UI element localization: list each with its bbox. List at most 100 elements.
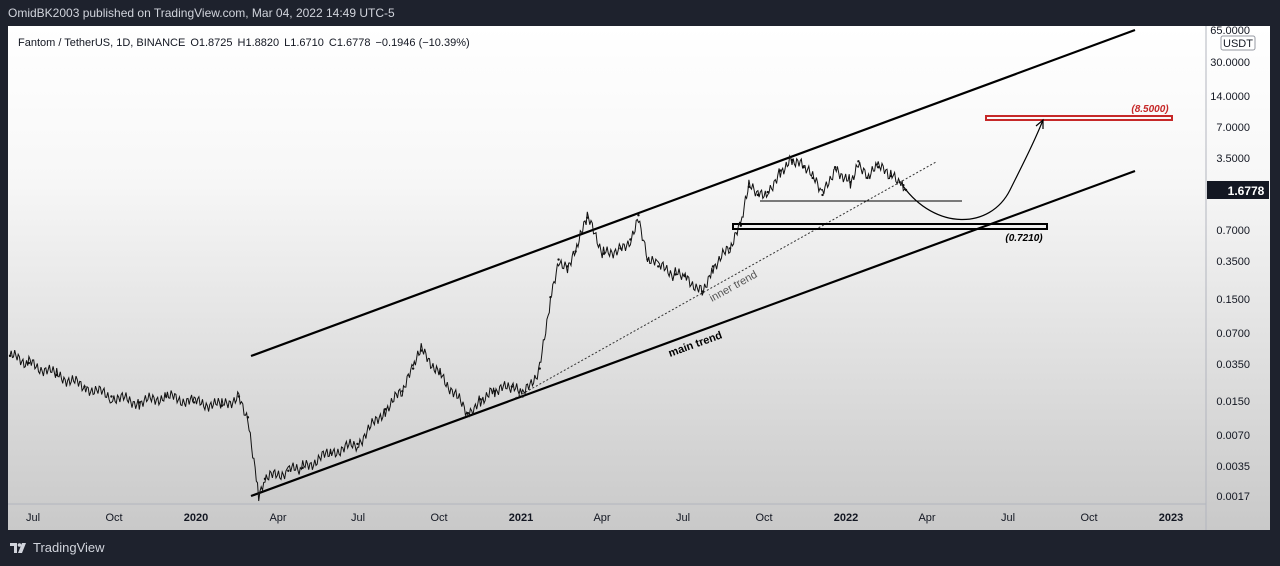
price-point [237, 395, 241, 398]
main-trend-label: main trend [667, 329, 724, 360]
price-point [802, 166, 805, 169]
price-point [898, 180, 901, 184]
y-tick-label: 65.0000 [1210, 25, 1250, 37]
price-point [521, 395, 524, 398]
price-point [766, 190, 769, 194]
price-point [619, 247, 622, 250]
price-point [549, 295, 552, 299]
price-point [557, 258, 560, 261]
price-point [657, 265, 660, 268]
x-tick-label: 2020 [184, 512, 208, 524]
price-point [27, 361, 31, 365]
y-tick-label: 0.0350 [1216, 359, 1250, 371]
price-point [857, 160, 860, 163]
legend-part: Fantom / TetherUS, 1D, BINANCE [18, 37, 185, 49]
publisher-bar: OmidBK2003 published on TradingView.com,… [0, 0, 1280, 26]
price-point [192, 401, 196, 404]
chart-frame[interactable] [8, 26, 1270, 530]
x-tick-label: Oct [755, 512, 772, 524]
price-point [902, 183, 905, 187]
x-tick-label: Oct [1080, 512, 1097, 524]
x-tick-label: Jul [26, 512, 40, 524]
price-point [401, 390, 404, 393]
price-series-line [9, 154, 907, 502]
currency-label: USDT [1223, 38, 1253, 50]
price-point [438, 372, 442, 375]
price-point [756, 193, 760, 197]
price-point [301, 466, 304, 470]
price-point [574, 250, 577, 253]
x-tick-label: Apr [593, 512, 610, 524]
target-zone [985, 115, 1173, 121]
y-tick-label: 0.0700 [1216, 328, 1250, 340]
upper-channel-line [250, 28, 1136, 358]
y-tick-label: 0.3500 [1216, 256, 1250, 268]
footer: TradingView [10, 536, 105, 560]
x-tick-label: Oct [105, 512, 122, 524]
price-point [849, 180, 852, 184]
x-tick-label: Apr [918, 512, 935, 524]
price-point [637, 214, 640, 217]
price-point [602, 252, 605, 255]
inner-trend-line [514, 161, 937, 399]
price-point [466, 411, 470, 415]
legend-part: −0.1946 (−10.39%) [375, 37, 469, 49]
y-tick-label: 7.0000 [1216, 122, 1250, 134]
price-point [479, 398, 482, 401]
price-point [586, 216, 589, 219]
y-tick-label: 3.5000 [1216, 153, 1250, 165]
x-tick-label: 2021 [509, 512, 533, 524]
y-tick-label: 0.0035 [1216, 461, 1250, 473]
x-tick-label: Jul [676, 512, 690, 524]
tradingview-logo-icon [10, 543, 26, 553]
main-trend-line [250, 169, 1136, 498]
price-point [138, 401, 141, 404]
price-point [790, 158, 794, 162]
price-point [833, 166, 837, 169]
y-tick-label: 0.0070 [1216, 430, 1250, 442]
price-point [889, 174, 892, 178]
price-point [384, 408, 387, 411]
target-price-label: (8.5000) [1131, 104, 1169, 115]
legend-part: C1.6778 [329, 37, 371, 49]
last-price-badge [1207, 180, 1269, 199]
price-point [747, 185, 751, 189]
x-tick-label: Oct [430, 512, 447, 524]
price-point [257, 492, 260, 495]
price-point [779, 169, 782, 172]
price-point [674, 273, 677, 276]
price-point [263, 477, 267, 481]
price-point [701, 290, 704, 293]
price-point [866, 176, 869, 180]
price-point [711, 265, 715, 268]
inner-trend-label: inner trend [708, 269, 760, 305]
price-point [8, 354, 12, 358]
x-tick-label: Apr [269, 512, 286, 524]
arrow-head-icon [1035, 118, 1044, 129]
price-point [329, 451, 332, 454]
price-point [538, 367, 541, 370]
price-point [83, 385, 86, 388]
legend-part: O1.8725 [190, 37, 232, 49]
price-point [287, 469, 290, 472]
support-zone [732, 223, 1048, 230]
y-tick-label: 0.0017 [1216, 491, 1250, 503]
y-tick-label: 14.0000 [1210, 91, 1250, 103]
support-price-label: (0.7210) [1005, 233, 1043, 244]
price-point [566, 265, 569, 268]
price-point [246, 416, 250, 419]
y-tick-label: 30.0000 [1210, 57, 1250, 69]
currency-box [1220, 35, 1256, 51]
price-point [821, 193, 824, 197]
price-point [220, 404, 224, 407]
price-point [510, 385, 514, 388]
x-tick-label: 2022 [834, 512, 858, 524]
price-point [55, 373, 58, 377]
price-point [420, 349, 423, 352]
price-point [356, 442, 359, 446]
price-point [739, 224, 743, 227]
price-point [728, 247, 732, 250]
projection-path [902, 119, 1044, 221]
price-point [811, 176, 814, 180]
